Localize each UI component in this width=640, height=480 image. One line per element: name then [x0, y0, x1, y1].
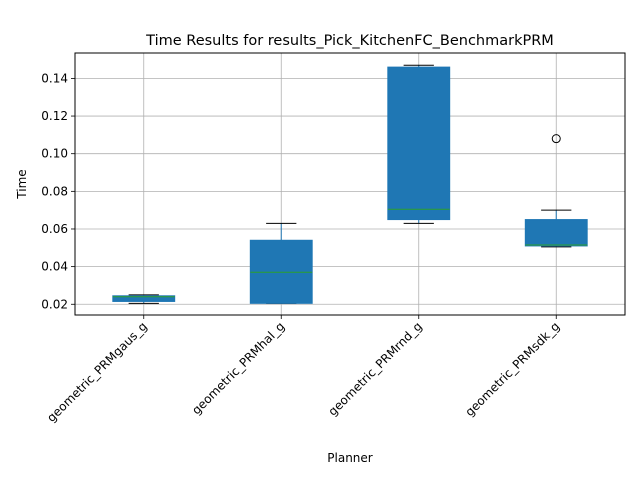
y-tick-label: 0.04	[41, 260, 68, 274]
box-iqr	[524, 219, 588, 247]
outlier-point	[551, 134, 561, 144]
box-group	[387, 64, 451, 224]
y-tick-label: 0.08	[41, 184, 68, 198]
box-iqr	[112, 295, 176, 302]
x-tick-layer: geometric_PRMgaus_g geometric_PRMhal_g geo…	[44, 315, 562, 425]
x-axis-label: Planner	[327, 451, 373, 465]
x-tick-label: geometric_PRMhal_g	[189, 319, 287, 417]
box-group	[524, 134, 588, 248]
box-iqr	[387, 66, 451, 221]
y-tick-label: 0.10	[41, 147, 68, 161]
x-tick-label: geometric_PRMrnd_g	[326, 319, 425, 418]
y-tick-label: 0.12	[41, 109, 68, 123]
y-axis-label: Time	[15, 169, 29, 199]
grid-layer	[75, 53, 625, 315]
y-tick-label: 0.06	[41, 222, 68, 236]
x-tick-label: geometric_PRMgaus_g	[44, 319, 150, 425]
y-tick-label: 0.14	[41, 71, 68, 85]
plot-frame	[74, 52, 626, 316]
y-tick-label: 0.02	[41, 297, 68, 311]
box-group	[112, 294, 176, 304]
y-tick-layer: 0.02 0.04 0.06 0.08 0.10 0.12 0.14	[41, 71, 75, 311]
chart-title: Time Results for results_Pick_KitchenFC_…	[145, 33, 554, 49]
box-layer	[112, 64, 588, 304]
x-tick-label: geometric_PRMsdk_g	[462, 319, 562, 419]
box-group	[249, 222, 313, 304]
